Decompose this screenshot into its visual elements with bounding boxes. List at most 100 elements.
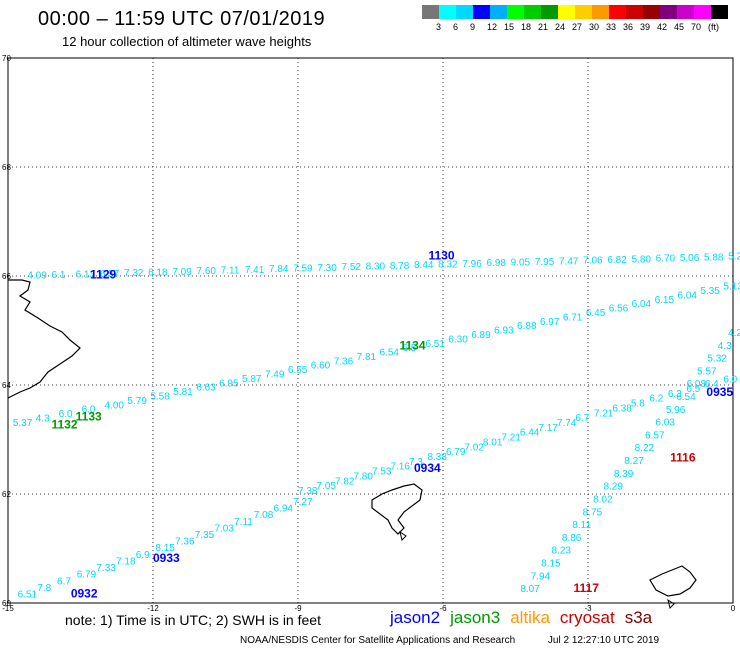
swh-value: 6.82 [607,255,627,266]
swh-value: 6.79 [77,570,97,581]
pass-time-label: 1134 [400,339,426,353]
pass-time-label: 1133 [76,409,102,423]
swh-value: 7.17 [538,423,558,434]
pass-time-label: 0932 [71,587,98,601]
swh-value: 5.32 [707,354,727,365]
swh-value: 6.95 [219,378,239,389]
y-tick-label: 66 [2,272,11,281]
swh-value: 7.60 [197,266,217,277]
legend-altika: altika [510,608,550,627]
satellite-legend: jason2 jason3 altika cryosat s3a [390,608,662,628]
swh-value: 5.06 [680,253,700,264]
track-jason2: 0934 [414,461,441,475]
x-tick-label: -12 [147,604,159,613]
coastlines [7,279,697,609]
track-jason2: 0932 [71,587,98,601]
scale-swatch [694,5,711,19]
pass-time-label: 0934 [414,461,441,475]
pass-time-label: 1132 [52,418,78,432]
swh-value: 6.63 [196,383,216,394]
color-scale-labels: 3 6 9 12 15 18 21 24 27 30 33 36 39 42 45 70 (ft) [422,22,740,34]
x-tick-label: -9 [294,604,302,613]
pass-time-label: 0933 [153,551,180,565]
swh-value: 6.08 [687,379,707,390]
x-tick-label: -15 [2,604,14,613]
x-tick-label: -3 [584,604,592,613]
legend-s3a: s3a [624,608,653,627]
swh-value: 8.30 [366,262,386,273]
map-grid [7,57,734,604]
swh-value: 7.82 [335,476,355,487]
track-jason3: 1132 [52,418,78,432]
shetland-islet [667,598,675,609]
swh-value: 6.55 [288,365,308,376]
swh-value: 6.60 [311,361,331,372]
credit-line: NOAA/NESDIS Center for Satellite Applica… [240,635,659,646]
pass-time-label: 1129 [90,268,116,282]
swh-value: 7.33 [96,563,116,574]
map-note: note: 1) Time is in UTC; 2) SWH is in fe… [65,612,321,628]
swh-value: 6.94 [273,504,293,515]
legend-jason2: jason2 [390,608,441,627]
swh-value: 8.07 [520,584,540,595]
swh-value: 6.0 [59,409,73,420]
scale-label: 70 [691,22,702,32]
swh-value: 6.98 [487,258,507,269]
scale-swatch [609,5,626,19]
swh-value: 8.27 [624,456,644,467]
swh-value: 6.03 [655,418,675,429]
map-subtitle: 12 hour collection of altimeter wave hei… [62,34,312,49]
swh-value: 5.8 [631,399,645,410]
scale-swatch [422,5,439,19]
scale-swatch [473,5,490,19]
scale-label: 18 [521,22,532,32]
faroe-islands [371,483,423,535]
swh-value: 6.88 [517,321,537,332]
swh-value: 6.79 [446,447,466,458]
scale-label: 3 [436,22,442,32]
scale-label: 15 [504,22,515,32]
swh-value: 7.18 [116,556,136,567]
swh-value: 7.95 [535,257,555,268]
axis-tick-labels: -15 -12 -9 -6 -3 0 70 68 66 64 62 60 [2,54,736,613]
swh-value: 7.41 [245,265,265,276]
swh-value: 6.5 [402,343,416,354]
y-tick-label: 68 [2,163,11,172]
swh-value: 6.15 [655,295,675,306]
swh-value: 7.36 [175,537,195,548]
credit-org: NOAA/NESDIS Center for Satellite Applica… [240,635,516,646]
track-cryosat: 1116 [670,450,696,464]
swh-value: 7.74 [557,418,577,429]
pass-time-label: 1116 [670,450,696,464]
scale-label: 42 [657,22,668,32]
scale-swatch [575,5,592,19]
swh-value: 8.75 [583,507,603,518]
swh-value: 7.53 [372,467,392,478]
swh-value: 5.57 [697,366,717,377]
scale-label: 6 [453,22,459,32]
swh-value: 8.39 [614,469,634,480]
faroe-islet-1 [399,530,407,541]
track-jason2: 1130 [429,249,455,263]
swh-value: 7.27 [293,497,313,508]
swh-value: 5.96 [666,405,686,416]
scale-swatch [558,5,575,19]
swh-value: 5.79 [127,396,147,407]
swh-value: 8.01 [483,437,503,448]
scale-label: 39 [640,22,651,32]
y-tick-label: 64 [2,381,11,390]
swh-value: 5.13 [723,282,740,293]
scale-label: 36 [623,22,634,32]
swh-value: 7.94 [531,571,551,582]
scale-swatch [439,5,456,19]
scale-label: 30 [589,22,600,32]
scale-label: 27 [572,22,583,32]
swh-value: 7.81 [357,352,377,363]
swh-value: 6.97 [540,317,560,328]
map-frame [7,57,734,604]
swh-value: 6.45 [586,308,606,319]
y-tick-label: 62 [2,490,11,499]
swh-value: 6.13 [76,269,96,280]
swh-value: 4.00 [105,400,125,411]
greenland-coast [7,279,81,399]
